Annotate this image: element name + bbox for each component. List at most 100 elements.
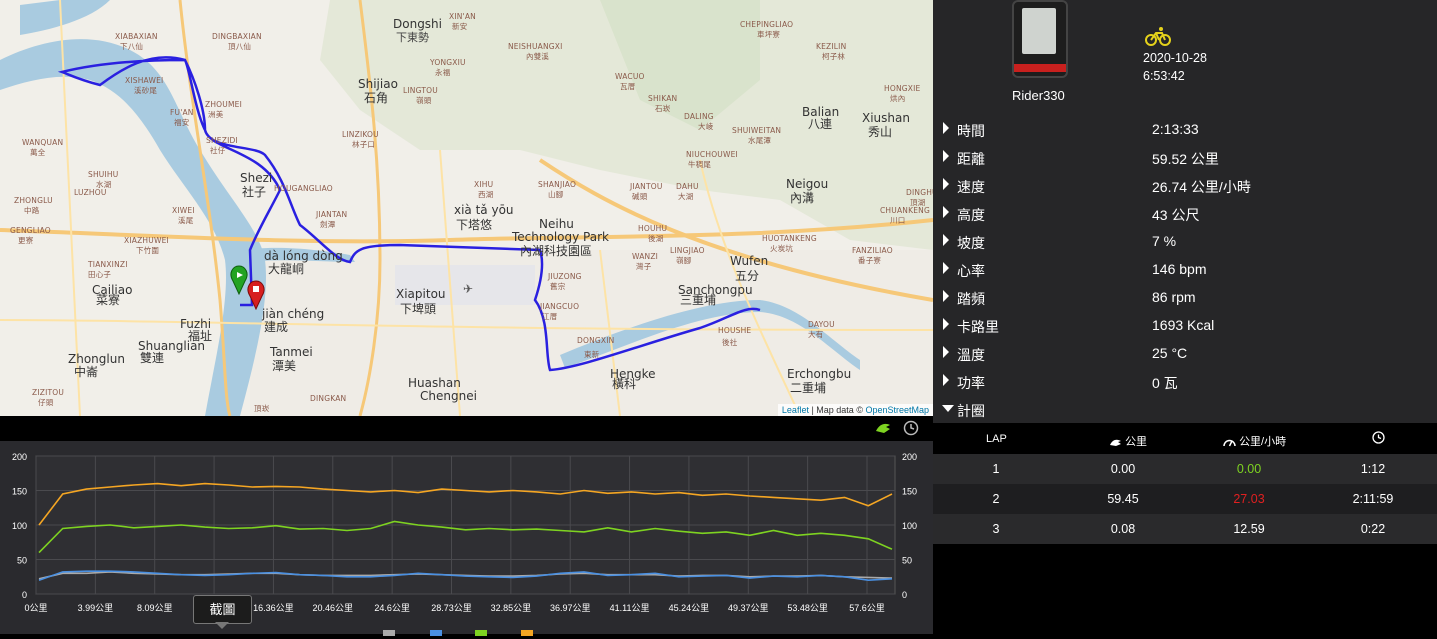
map-label: Neihu: [539, 217, 574, 231]
y-tick-label-right: 100: [902, 521, 917, 531]
map-label: 車坪寮: [757, 30, 781, 39]
stat-row[interactable]: 踏頻 86 rpm: [933, 283, 1437, 311]
map-label: TIANXINZI: [88, 260, 128, 269]
map-label: 溪尾: [178, 216, 194, 225]
chevron-right-icon: [943, 206, 949, 218]
map-label: Shijiao: [358, 77, 398, 91]
start-marker-icon[interactable]: [230, 265, 248, 295]
device-name: Rider330: [1012, 88, 1065, 103]
end-marker-icon[interactable]: [247, 280, 265, 310]
map-label: HOUSHE: [718, 326, 752, 335]
map-label: 川口: [890, 216, 906, 225]
map-label: 福安: [174, 118, 190, 127]
stat-row[interactable]: 溫度 25 °C: [933, 339, 1437, 367]
map-label: Balian: [802, 105, 840, 119]
y-tick-label-left: 0: [22, 590, 27, 600]
stat-label: 坡度: [957, 235, 985, 251]
chevron-right-icon: [943, 346, 949, 358]
stat-row[interactable]: 距離 59.52 公里: [933, 143, 1437, 171]
route-map[interactable]: ✈ Dongshi 下東勢 XIN'AN 新安 Shijiao 石角 LINGTOU 嶺頭 YO…: [0, 0, 933, 416]
map-label: 山腳: [548, 190, 564, 199]
map-label: 仔頭: [38, 398, 54, 407]
legend-swatch-blue[interactable]: [430, 630, 442, 636]
device-image: [1012, 0, 1068, 78]
map-label: CHEPINGLIAO: [740, 20, 794, 29]
map-label: 碱頭: [632, 192, 648, 201]
map-label: dà lóng dòng: [264, 249, 343, 263]
x-tick-label: 45.24公里: [669, 603, 710, 613]
chevron-right-icon: [943, 122, 949, 134]
lap-time: 0:22: [1360, 522, 1386, 536]
map-label: Xiapitou: [396, 287, 446, 301]
stat-label: 距離: [957, 151, 985, 167]
chevron-right-icon: [943, 290, 949, 302]
leaflet-link[interactable]: Leaflet: [781, 405, 809, 415]
lap-time: 1:12: [1360, 462, 1386, 476]
map-label: 更寮: [18, 236, 34, 245]
lap-row[interactable]: 2 59.45 27.03 2:11:59: [933, 484, 1437, 514]
chevron-right-icon: [943, 178, 949, 190]
map-label: HOUGANGLIAO: [274, 184, 333, 193]
cycling-icon: [1145, 26, 1171, 46]
map-label: XIHU: [474, 180, 494, 189]
bike-speed-icon[interactable]: [874, 421, 892, 435]
map-label: 三重埔: [680, 293, 717, 307]
clock-icon[interactable]: [903, 420, 919, 436]
map-label: 大龍峒: [268, 262, 305, 276]
lap-distance: 59.45: [1107, 492, 1139, 506]
lap-speed: 0.00: [1236, 462, 1262, 476]
map-label: JIANTOU: [630, 182, 663, 191]
stat-value: 25 °C: [1152, 345, 1188, 361]
tooltip-arrow: [215, 622, 229, 629]
x-tick-label: 36.97公里: [550, 603, 591, 613]
screenshot-tooltip[interactable]: 截圖: [193, 595, 252, 624]
stat-row[interactable]: 卡路里 1693 Kcal: [933, 311, 1437, 339]
osm-link[interactable]: OpenStreetMap: [865, 405, 929, 415]
map-tiles: [0, 0, 933, 416]
x-tick-label: 20.46公里: [313, 603, 354, 613]
map-label: 永福: [435, 68, 451, 77]
lap-row[interactable]: 1 0.00 0.00 1:12: [933, 454, 1437, 484]
stat-row[interactable]: 坡度 7 %: [933, 227, 1437, 255]
map-label: 下埤頭: [400, 302, 437, 316]
stat-label: 卡路里: [957, 319, 999, 335]
map-label: 石角: [364, 91, 389, 105]
stat-value: 146 bpm: [1152, 261, 1207, 277]
map-label: FU'AN: [170, 108, 194, 117]
y-tick-label-left: 200: [12, 452, 27, 462]
map-label: 中崙: [74, 365, 99, 379]
map-label: 東新: [584, 350, 600, 359]
stat-value: 0 瓦: [1152, 375, 1178, 391]
stat-label: 計圈: [957, 403, 985, 419]
chart-toolbar: [0, 416, 933, 441]
chevron-right-icon: [943, 150, 949, 162]
stat-row[interactable]: 速度 26.74 公里/小時: [933, 171, 1437, 199]
map-label: 雙連: [140, 351, 165, 365]
legend-swatch-grey[interactable]: [383, 630, 395, 636]
speedometer-icon: [1223, 437, 1236, 447]
stat-row[interactable]: 計圈: [933, 395, 1437, 423]
map-label: 大湖: [678, 192, 694, 201]
stat-row[interactable]: 功率 0 瓦: [933, 367, 1437, 395]
map-label: 洲美: [208, 110, 224, 119]
stat-row[interactable]: 時間 2:13:33: [933, 115, 1437, 143]
legend-swatch-orange[interactable]: [521, 630, 533, 636]
map-label: 大有: [808, 330, 824, 339]
x-tick-label: 16.36公里: [253, 603, 294, 613]
activity-chart[interactable]: 200 200 150 150 100 100 50 50 0 0 0公里 3.99公里 8.09公里 1…: [0, 441, 933, 634]
route-line: [57, 56, 761, 372]
lap-row[interactable]: 3 0.08 12.59 0:22: [933, 514, 1437, 544]
legend-swatch-green[interactable]: [475, 630, 487, 636]
chart-plot: 200 200 150 150 100 100 50 50 0 0 0公里 3.99公里 8.09公里 1…: [12, 452, 917, 613]
map-label: 內雙溪: [526, 52, 550, 61]
map-label: LINGJIAO: [670, 246, 705, 255]
map-label: 水湖: [96, 180, 112, 189]
stat-row[interactable]: 高度 43 公尺: [933, 199, 1437, 227]
stat-row[interactable]: 心率 146 bpm: [933, 255, 1437, 283]
chevron-right-icon: [943, 374, 949, 386]
map-label: SHUIWEITAN: [732, 126, 782, 135]
map-label: 橫科: [612, 377, 637, 391]
y-tick-label-right: 50: [902, 556, 912, 566]
map-label: DINGBAXIAN: [212, 32, 262, 41]
map-label: Neigou: [786, 177, 829, 191]
